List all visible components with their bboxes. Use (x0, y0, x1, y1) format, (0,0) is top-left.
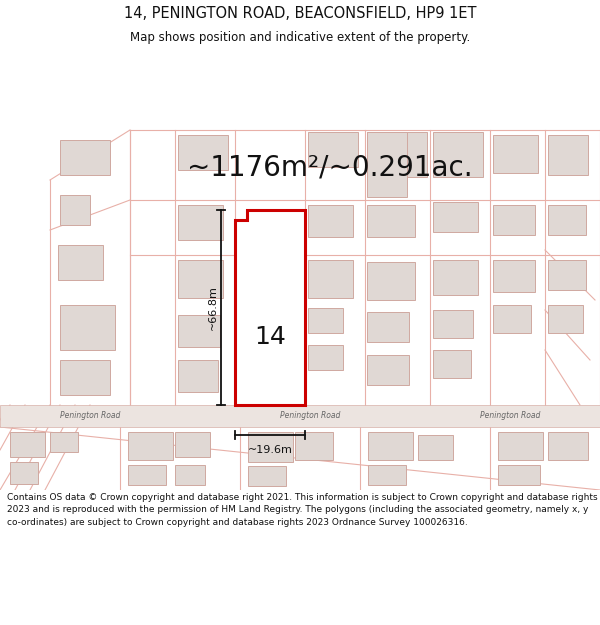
Bar (248, 466, 286, 486)
Bar (367, 205, 415, 237)
Bar (128, 432, 173, 460)
Text: ~66.8m: ~66.8m (208, 285, 218, 330)
Bar (433, 350, 471, 378)
Bar (60, 360, 110, 395)
Text: ~19.6m: ~19.6m (248, 445, 292, 455)
Text: Contains OS data © Crown copyright and database right 2021. This information is : Contains OS data © Crown copyright and d… (7, 492, 598, 527)
Bar (493, 135, 538, 173)
Bar (308, 205, 353, 237)
Bar (128, 465, 166, 485)
Bar (493, 305, 531, 333)
Bar (60, 195, 90, 225)
Bar (10, 432, 45, 457)
Bar (60, 140, 110, 175)
Bar (498, 465, 540, 485)
Bar (0, 405, 600, 427)
Bar (367, 355, 409, 385)
Bar (548, 260, 586, 290)
Bar (178, 260, 223, 298)
Bar (368, 465, 406, 485)
Bar (418, 435, 453, 460)
Bar (367, 132, 427, 177)
Text: Penington Road: Penington Road (480, 411, 540, 421)
Bar (493, 260, 535, 292)
Bar (308, 345, 343, 370)
Text: ~1176m²/~0.291ac.: ~1176m²/~0.291ac. (187, 154, 473, 182)
Bar (178, 360, 218, 392)
Bar (368, 432, 413, 460)
Bar (175, 465, 205, 485)
Text: Penington Road: Penington Road (280, 411, 340, 421)
Bar (248, 432, 293, 462)
Text: 14: 14 (254, 326, 286, 349)
Bar (175, 432, 210, 457)
Bar (308, 260, 353, 298)
Bar (548, 205, 586, 235)
Bar (295, 432, 333, 460)
Text: 14, PENINGTON ROAD, BEACONSFIELD, HP9 1ET: 14, PENINGTON ROAD, BEACONSFIELD, HP9 1E… (124, 6, 476, 21)
Bar (367, 262, 415, 300)
Bar (548, 135, 588, 175)
Bar (60, 305, 115, 350)
Bar (548, 432, 588, 460)
Bar (10, 462, 38, 484)
Bar (493, 205, 535, 235)
Bar (433, 310, 473, 338)
Bar (498, 432, 543, 460)
Bar (178, 135, 228, 170)
Polygon shape (235, 210, 305, 405)
Bar (308, 308, 343, 333)
Text: Penington Road: Penington Road (60, 411, 120, 421)
Bar (433, 202, 478, 232)
Bar (58, 245, 103, 280)
Bar (178, 205, 223, 240)
Bar (50, 432, 78, 452)
Bar (367, 312, 409, 342)
Bar (433, 260, 478, 295)
Bar (548, 305, 583, 333)
Text: Map shows position and indicative extent of the property.: Map shows position and indicative extent… (130, 31, 470, 44)
Bar (367, 132, 407, 197)
Bar (308, 132, 358, 167)
Bar (178, 315, 220, 347)
Bar (433, 132, 483, 177)
